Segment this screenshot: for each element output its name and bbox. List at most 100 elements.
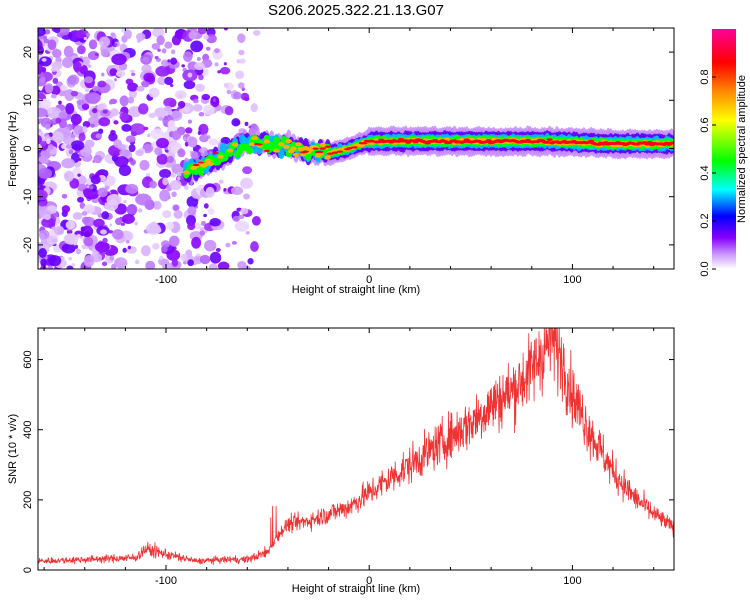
spectrogram-noise-blob	[160, 59, 169, 67]
spectrogram-noise-blob	[66, 229, 73, 235]
spectrogram-noise-blob	[206, 33, 217, 44]
spectrogram-noise-blob	[69, 178, 80, 189]
spectrogram-ridge-cell	[246, 146, 253, 155]
spectrogram-ridge-cell	[302, 146, 310, 151]
spectrogram-noise-blob	[106, 193, 122, 206]
spectrogram-noise-blob	[118, 164, 132, 177]
spectrogram-noise-blob	[177, 100, 186, 109]
spectrogram-noise-blob	[67, 74, 80, 86]
spectrogram-noise-blob	[250, 241, 259, 252]
spectrogram-noise-blob	[238, 214, 245, 220]
spectrogram-noise-blob	[237, 33, 246, 44]
spectrogram-noise-blob	[94, 241, 110, 253]
spectrogram-noise-blob	[152, 200, 162, 210]
spectrogram-noise-blob	[203, 34, 209, 40]
spectrogram-noise-blob	[244, 121, 249, 127]
spectrogram-noise-blob	[194, 62, 205, 71]
spectrogram-noise-blob	[70, 140, 85, 151]
spectrogram-ridge-cell	[278, 148, 285, 159]
spectrogram-ridge-cell	[197, 161, 205, 164]
spectrogram-noise-blob	[39, 233, 46, 241]
spectrogram-noise-blob	[199, 254, 211, 265]
spectrogram-xlabel: Height of straight line (km)	[292, 284, 420, 296]
spectrogram-noise-blob	[164, 41, 173, 49]
spectrogram-noise-blob	[63, 170, 74, 182]
spectrogram-noise-blob	[68, 149, 74, 155]
spectrogram-noise-blob	[127, 96, 134, 104]
spectrogram-noise-blob	[113, 120, 119, 125]
spectrogram-noise-blob	[226, 89, 232, 95]
spectrogram-heatmap	[38, 28, 674, 269]
spectrogram-noise-blob	[72, 61, 82, 72]
spectrogram-noise-blob	[81, 216, 90, 225]
spectrogram-noise-blob	[50, 93, 57, 99]
spectrogram-noise-blob	[38, 189, 48, 201]
spectrogram-noise-blob	[199, 230, 206, 236]
spectrogram-noise-blob	[47, 39, 57, 51]
spectrogram-noise-blob	[190, 40, 204, 53]
spectrogram-noise-blob	[217, 261, 230, 269]
spectrogram-noise-blob	[63, 233, 79, 245]
spectrogram-noise-blob	[151, 43, 161, 50]
spectrogram-noise-blob	[198, 112, 205, 117]
spectrogram-noise-blob	[239, 58, 246, 64]
spectrogram-noise-blob	[242, 166, 253, 175]
spectrogram-noise-blob	[123, 200, 127, 204]
spectrogram-noise-blob	[46, 138, 51, 145]
spectrogram-noise-blob	[114, 42, 118, 47]
spectrogram-noise-blob	[139, 159, 150, 171]
spectrogram-noise-blob	[81, 211, 88, 216]
spectrogram-noise-blob	[232, 91, 242, 100]
spectrogram-noise-blob	[190, 151, 199, 159]
spectrogram-noise-blob	[152, 28, 165, 38]
spectrogram-noise-blob	[128, 144, 136, 153]
spectrogram-noise-blob	[145, 223, 161, 235]
spectrogram-noise-blob	[164, 76, 174, 86]
spectrogram-ridge-cell	[256, 143, 263, 146]
spectrogram-ridge-cell	[295, 142, 302, 147]
colorbar-gradient	[712, 29, 736, 269]
spectrogram-noise-blob	[128, 157, 134, 162]
spectrogram-noise-blob	[240, 92, 250, 101]
spectrogram-noise-blob	[121, 28, 125, 33]
snr-ytick-label: 200	[22, 491, 34, 509]
spectrogram-noise-blob	[209, 251, 222, 264]
spectrogram-noise-blob	[125, 183, 139, 194]
spectrogram-noise-blob	[109, 108, 119, 117]
spectrogram-noise-blob	[58, 111, 68, 119]
spectrogram-noise-blob	[48, 255, 62, 267]
spectrogram-ridge-cell	[297, 147, 305, 152]
spectrogram-ridge-cell	[183, 170, 190, 175]
spectrogram-noise-blob	[77, 196, 84, 203]
spectrogram-noise-blob	[196, 57, 201, 62]
spectrogram-ridge-cell	[368, 139, 375, 143]
spectrogram-noise-blob	[44, 123, 51, 130]
colorbar-label: Normalized spectral amplitude	[736, 75, 748, 223]
spectrogram-noise-blob	[116, 70, 126, 78]
spectrogram-noise-blob	[110, 32, 116, 37]
spectrogram-ridge-cell	[317, 150, 324, 154]
spectrogram-noise-blob	[112, 229, 124, 240]
spectrogram-noise-blob	[79, 64, 88, 75]
spectrogram-noise-blob	[102, 237, 108, 244]
spectrogram-noise-blob	[240, 207, 249, 215]
spectrogram-noise-blob	[186, 195, 199, 208]
spectrogram-noise-blob	[101, 211, 110, 220]
spectrogram-noise-blob	[47, 144, 54, 151]
snr-series-line	[38, 328, 674, 566]
spectrogram-noise-blob	[58, 100, 62, 105]
spectrogram-noise-blob	[191, 236, 202, 249]
spectrogram-noise-blob	[149, 112, 156, 119]
spectrogram-noise-blob	[90, 123, 95, 128]
spectrogram-ridge-cell	[285, 139, 292, 144]
spectrogram-noise-blob	[236, 59, 241, 64]
spectrogram-noise-blob	[38, 135, 42, 145]
spectrogram-noise-blob	[70, 90, 79, 97]
spectrogram-noise-blob	[47, 265, 54, 269]
spectrogram-noise-blob	[198, 74, 204, 81]
spectrogram-noise-blob	[82, 120, 91, 128]
spectrogram-noise-blob	[166, 249, 181, 261]
spectrogram-noise-blob	[148, 87, 160, 98]
spectrogram-noise-blob	[200, 220, 207, 226]
